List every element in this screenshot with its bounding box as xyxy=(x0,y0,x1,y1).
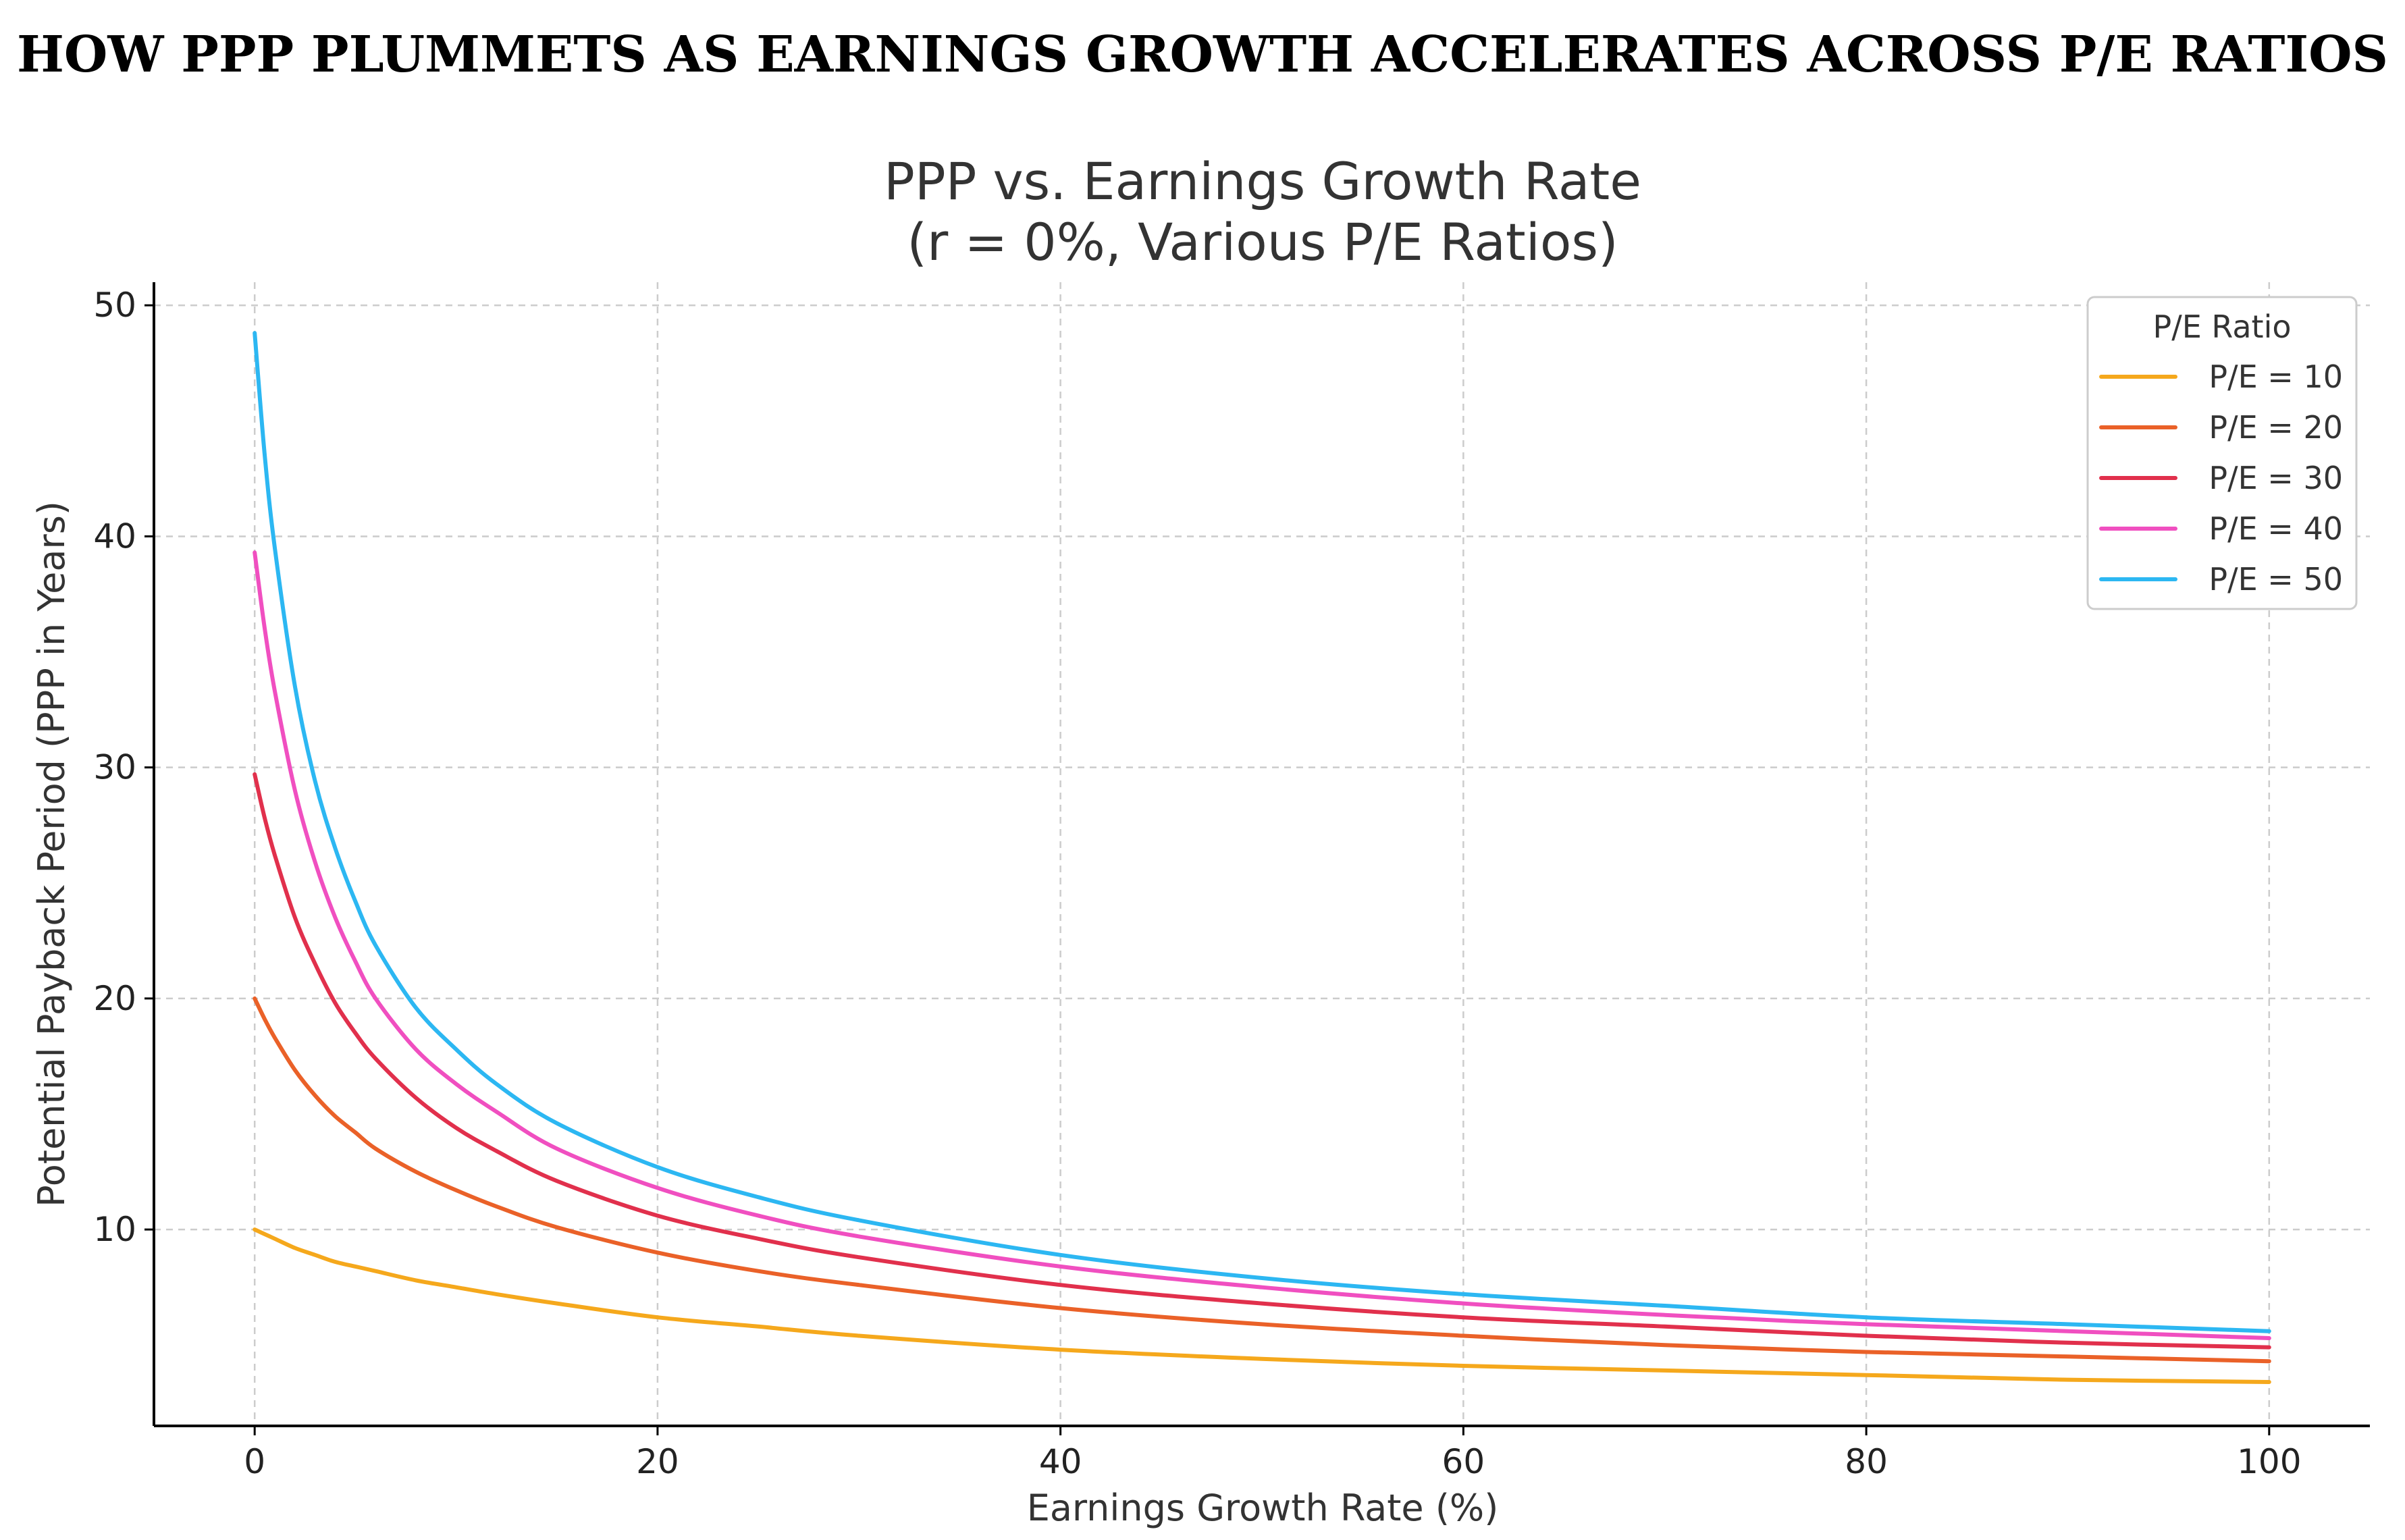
x-tick-label-100: 100 xyxy=(2237,1442,2301,1481)
legend-label-pe-50: P/E = 50 xyxy=(2209,561,2343,598)
series-layer xyxy=(253,331,2271,1384)
x-axis-label: Earnings Growth Rate (%) xyxy=(1027,1487,1499,1529)
legend-label-pe-40: P/E = 40 xyxy=(2209,510,2343,547)
y-ticks: 10 20 30 40 50 xyxy=(93,286,154,1249)
x-tick-label-0: 0 xyxy=(244,1442,265,1481)
x-ticks: 0 20 40 60 80 100 xyxy=(244,1426,2302,1481)
grid xyxy=(154,282,2370,1426)
series-line-pe-40 xyxy=(253,550,2271,1340)
series-line-pe-20 xyxy=(253,996,2271,1364)
y-tick-label-50: 50 xyxy=(93,286,136,325)
y-tick-label-20: 20 xyxy=(93,979,136,1018)
y-tick-label-30: 30 xyxy=(93,748,136,787)
series-line-pe-30 xyxy=(253,772,2271,1350)
banner-title: HOW PPP PLUMMETS AS EARNINGS GROWTH ACCE… xyxy=(16,26,2388,84)
chart-title-line-1: PPP vs. Earnings Growth Rate xyxy=(884,151,1641,211)
y-axis-label: Potential Payback Period (PPP in Years) xyxy=(30,501,73,1207)
chart-title-line-2: (r = 0%, Various P/E Ratios) xyxy=(907,212,1618,272)
series-line-pe-50 xyxy=(253,331,2271,1333)
legend-entries: P/E = 10 P/E = 20 P/E = 30 P/E = 40 P/E = 50 xyxy=(2099,359,2343,598)
x-tick-label-40: 40 xyxy=(1039,1442,1082,1481)
y-tick-label-40: 40 xyxy=(93,516,136,556)
legend-label-pe-10: P/E = 10 xyxy=(2209,359,2343,395)
legend-title: P/E Ratio xyxy=(2152,309,2291,345)
legend-label-pe-20: P/E = 20 xyxy=(2209,409,2343,446)
legend: P/E Ratio P/E = 10P/E = 20P/E = 30P/E = … xyxy=(2086,296,2358,610)
x-tick-label-80: 80 xyxy=(1845,1442,1888,1481)
x-tick-label-60: 60 xyxy=(1442,1442,1485,1481)
x-tick-label-20: 20 xyxy=(636,1442,679,1481)
y-tick-label-10: 10 xyxy=(93,1210,136,1249)
series-line-pe-10 xyxy=(253,1227,2271,1384)
legend-label-pe-30: P/E = 30 xyxy=(2209,460,2343,496)
